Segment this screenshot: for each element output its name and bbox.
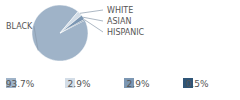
svg-text:0.5%: 0.5% xyxy=(186,79,209,89)
svg-text:WHITE: WHITE xyxy=(107,6,133,15)
svg-text:2.9%: 2.9% xyxy=(127,79,150,89)
svg-text:HISPANIC: HISPANIC xyxy=(107,28,145,37)
svg-text:2.9%: 2.9% xyxy=(68,79,91,89)
svg-text:BLACK: BLACK xyxy=(6,22,33,31)
svg-text:ASIAN: ASIAN xyxy=(107,17,131,26)
svg-text:93.7%: 93.7% xyxy=(6,79,35,89)
